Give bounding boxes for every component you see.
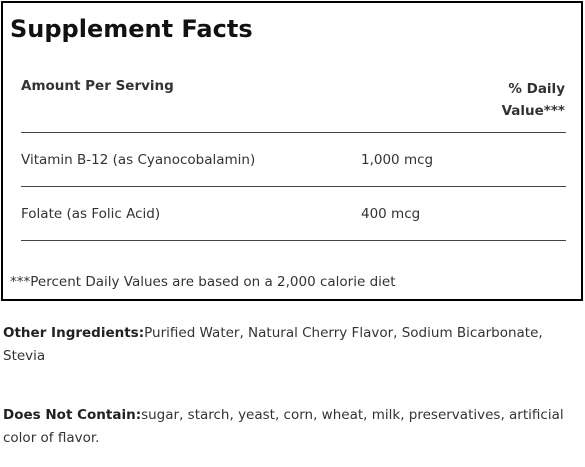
other-ingredients-label: Other Ingredients: [3,325,145,341]
nutrient-name: Vitamin B-12 (as Cyanocobalamin) [21,152,256,168]
daily-value-label-line2: Value*** [501,103,565,119]
other-ingredients-text: Purified Water, Natural Cherry Flavor, S… [3,325,543,364]
supplement-facts-panel: Supplement Facts Amount Per Serving % Da… [1,1,583,301]
nutrient-row: Folate (as Folic Acid) 400 mcg [3,187,581,240]
nutrient-amount: 1,000 mcg [361,152,434,168]
nutrient-name: Folate (as Folic Acid) [21,206,161,222]
does-not-contain-label: Does Not Contain: [3,407,142,423]
serving-header: Amount Per Serving % Daily Value*** [3,3,581,134]
header-divider [21,132,566,133]
daily-value-label: % Daily Value*** [502,78,565,122]
other-ingredients: Other Ingredients:Purified Water, Natura… [3,322,573,368]
daily-value-footnote: ***Percent Daily Values are based on a 2… [10,274,396,290]
supplement-facts-title: Supplement Facts [10,15,253,43]
amount-per-serving-label: Amount Per Serving [21,78,174,94]
nutrient-amount: 400 mcg [361,206,421,222]
row-divider [21,240,566,241]
does-not-contain-text: sugar, starch, yeast, corn, wheat, milk,… [3,407,564,446]
nutrient-row: Vitamin B-12 (as Cyanocobalamin) 1,000 m… [3,133,581,186]
row-divider [21,186,566,187]
does-not-contain: Does Not Contain:sugar, starch, yeast, c… [3,404,573,450]
daily-value-label-line1: % Daily [508,81,565,97]
